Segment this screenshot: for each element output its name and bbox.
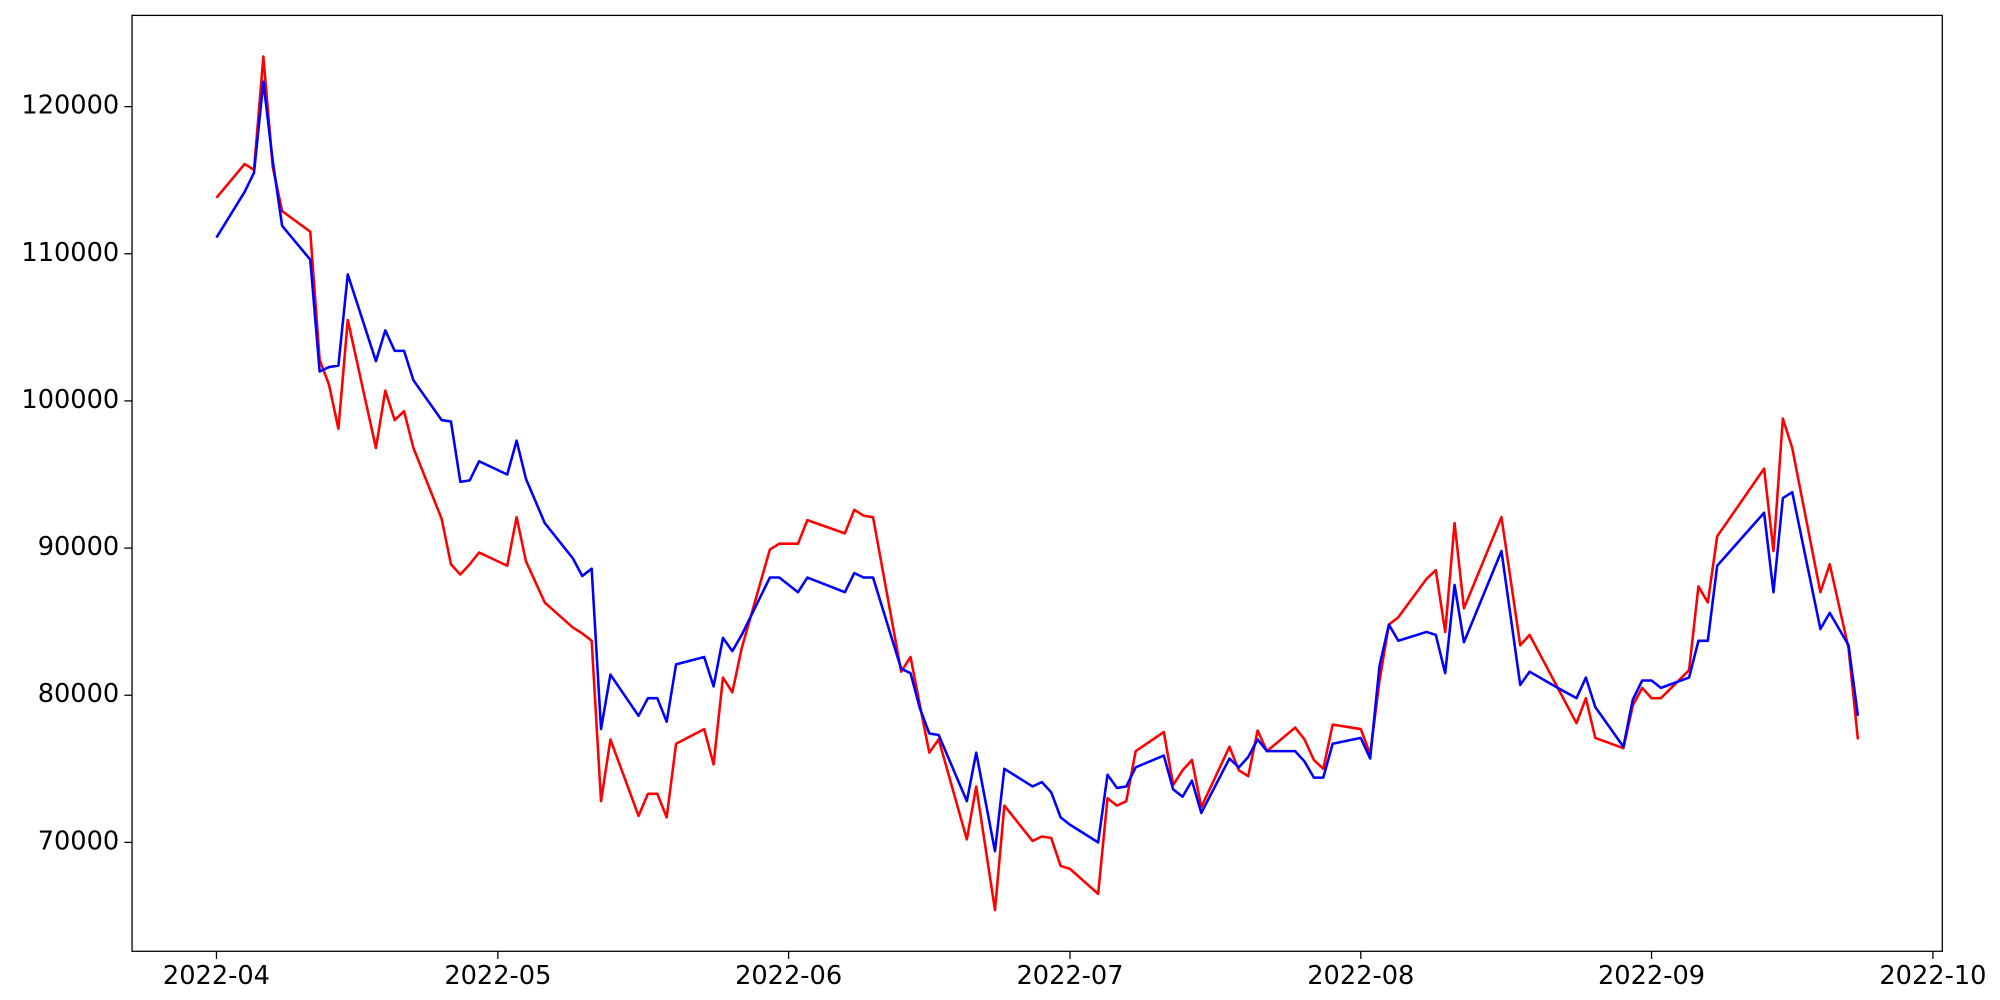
y-tick-label: 90000 [38, 532, 120, 562]
x-tick-label: 2022-09 [1598, 961, 1705, 991]
plot-frame [131, 14, 1943, 952]
y-tick-label: 120000 [21, 91, 119, 121]
y-tick-label: 80000 [38, 679, 120, 709]
y-tick-label: 70000 [38, 826, 120, 856]
y-tick-label: 100000 [21, 385, 119, 415]
x-tick-label: 2022-10 [1879, 961, 1986, 991]
x-tick-label: 2022-06 [735, 961, 842, 991]
series-line [215, 80, 1860, 853]
series-line [215, 55, 1860, 912]
x-tick-label: 2022-04 [163, 961, 270, 991]
x-tick-label: 2022-07 [1016, 961, 1123, 991]
x-tick-label: 2022-08 [1307, 961, 1414, 991]
x-tick-label: 2022-05 [444, 961, 551, 991]
y-tick-label: 110000 [21, 238, 119, 268]
